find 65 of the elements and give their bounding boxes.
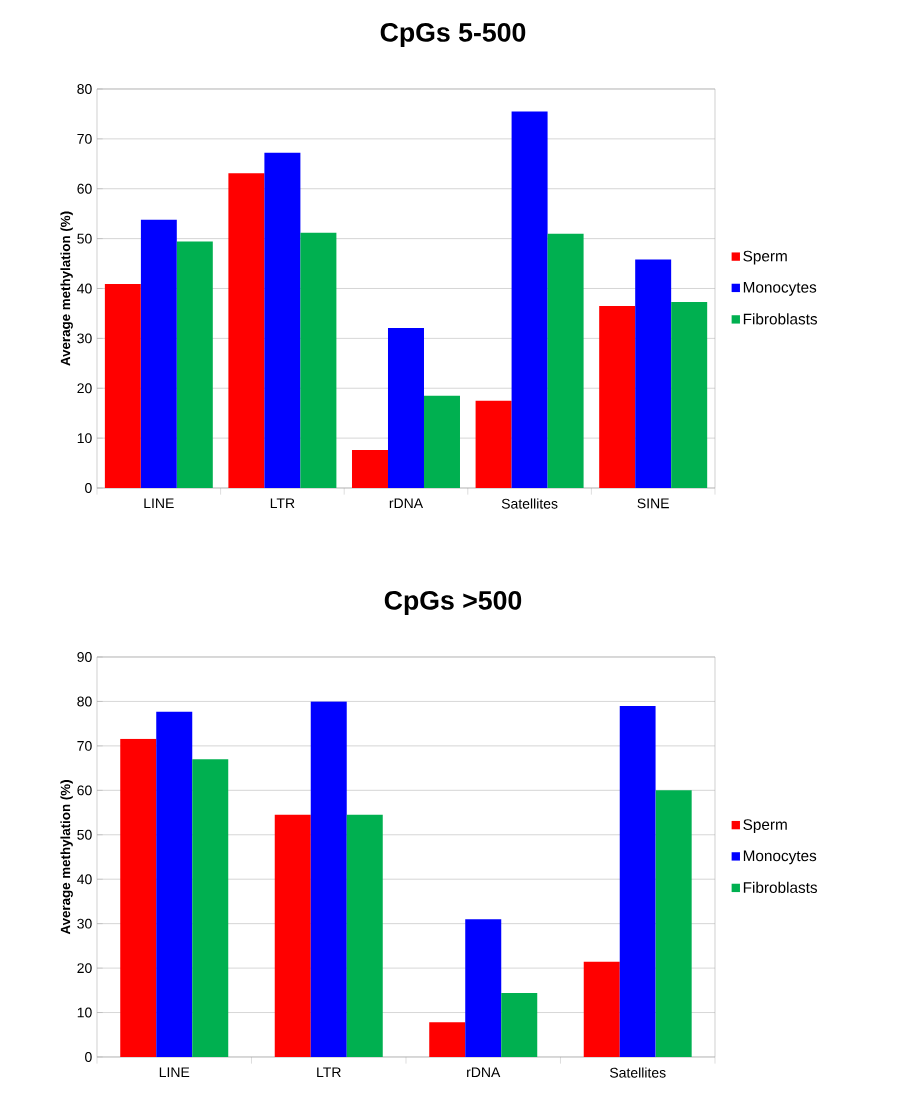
bar: [429, 1022, 466, 1057]
bar: [635, 259, 672, 488]
bar: [599, 305, 636, 488]
bar: [104, 284, 141, 488]
y-tick-label: 90: [77, 652, 92, 662]
bar: [140, 219, 177, 488]
y-tick-label: 70: [77, 740, 92, 751]
y-tick-label: 50: [77, 233, 92, 244]
bar: [120, 738, 157, 1057]
bar: [547, 233, 584, 488]
bar: [423, 395, 460, 488]
chart-title: CpGs 5-500: [380, 22, 526, 48]
x-tick-label: LINE: [144, 498, 174, 509]
y-tick-label: 10: [77, 433, 92, 444]
bar: [300, 232, 337, 488]
legend-label: Fibroblasts: [743, 313, 818, 325]
y-tick-label: 50: [77, 829, 92, 840]
legend-label: Sperm: [743, 250, 787, 265]
bar: [274, 814, 311, 1057]
bar: [511, 111, 548, 488]
bar: [501, 992, 538, 1057]
x-tick-label: Satellites: [501, 498, 558, 509]
y-tick-label: 40: [77, 874, 92, 885]
y-tick-label: 0: [85, 1052, 92, 1062]
legend-label: Monocytes: [743, 282, 817, 296]
bar: [655, 790, 692, 1057]
y-tick-label: 40: [77, 283, 92, 294]
bar: [192, 759, 229, 1057]
bar: [228, 173, 265, 488]
bar: [346, 814, 383, 1057]
legend-label: Fibroblasts: [743, 881, 818, 893]
y-tick-label: 70: [77, 133, 92, 144]
bar: [583, 961, 620, 1057]
bar: [264, 152, 301, 488]
x-tick-label: LINE: [159, 1067, 190, 1078]
y-tick-label: 20: [77, 963, 92, 974]
y-axis-title: Average methylation (%): [60, 780, 73, 935]
x-tick-label: LTR: [317, 1067, 341, 1078]
bar: [619, 705, 656, 1057]
bar: [351, 450, 388, 488]
x-tick-label: SINE: [637, 498, 669, 509]
x-tick-label: rDNA: [389, 498, 424, 509]
legend-label: Monocytes: [743, 850, 817, 865]
y-tick-label: 30: [77, 333, 92, 344]
bar: [475, 400, 512, 488]
y-tick-label: 80: [77, 84, 92, 94]
chart-title: CpGs >500: [384, 590, 522, 616]
y-tick-label: 20: [77, 383, 92, 394]
y-axis-title: Average methylation (%): [60, 211, 73, 366]
bar: [671, 301, 708, 488]
bar: [465, 919, 502, 1057]
y-tick-label: 30: [77, 918, 92, 929]
x-tick-label: rDNA: [467, 1067, 501, 1078]
y-tick-label: 10: [77, 1007, 92, 1018]
bar: [310, 701, 347, 1057]
x-tick-label: Satellites: [609, 1067, 666, 1078]
y-tick-label: 60: [77, 183, 92, 194]
legend-label: Sperm: [743, 819, 787, 834]
x-tick-label: LTR: [270, 498, 295, 509]
bar: [156, 711, 193, 1057]
y-tick-label: 60: [77, 785, 92, 796]
y-tick-label: 80: [77, 696, 92, 707]
bar: [176, 241, 213, 488]
y-tick-label: 0: [85, 483, 92, 493]
bar: [387, 327, 424, 488]
